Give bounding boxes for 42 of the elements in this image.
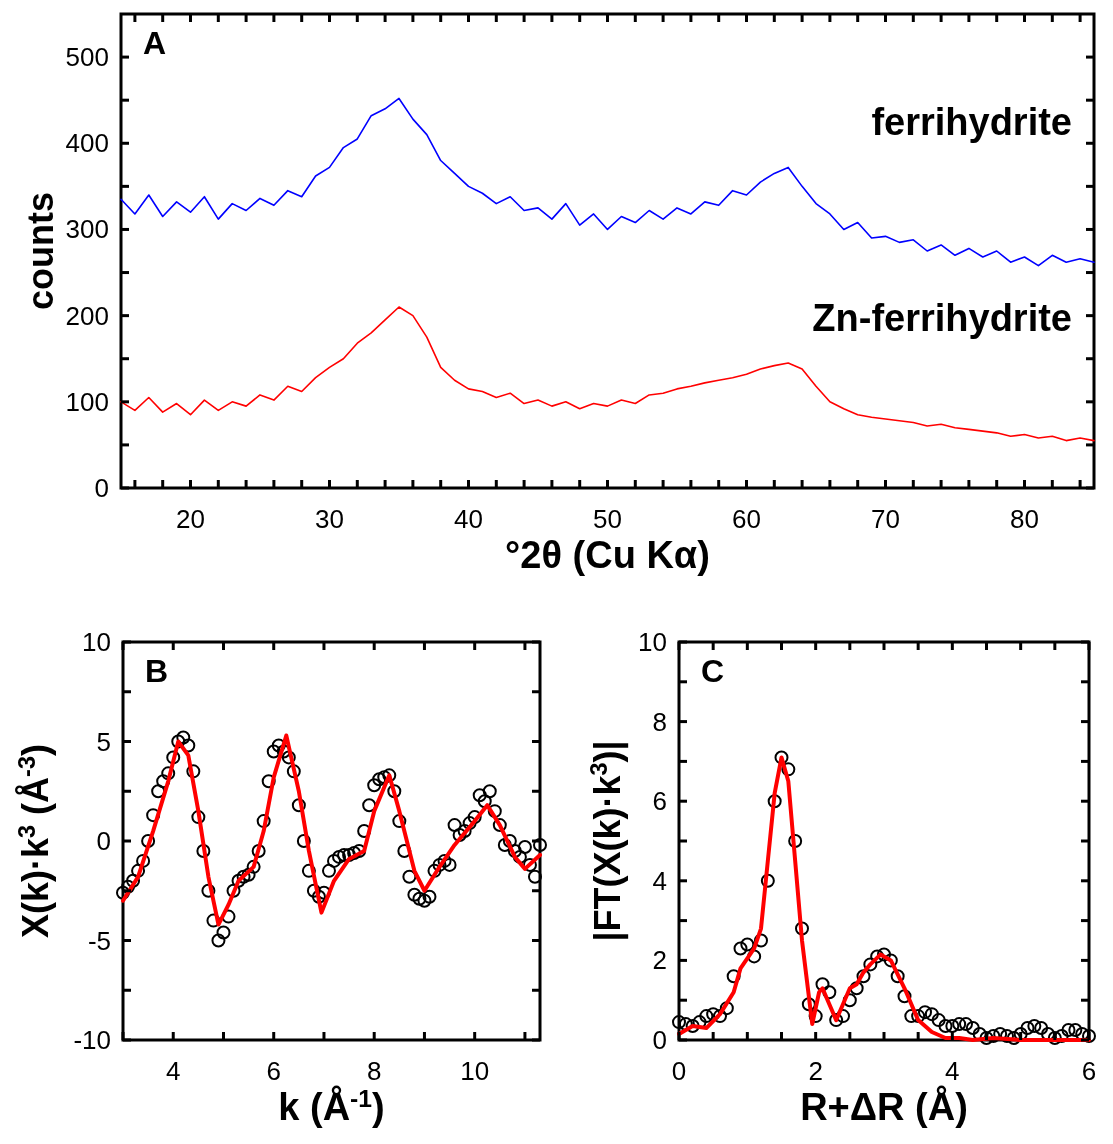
x-tick-label: 6 xyxy=(266,1056,281,1086)
y-tick-label: 5 xyxy=(96,726,111,757)
y-tick-label: 4 xyxy=(652,865,667,896)
y-tick-label: 0 xyxy=(652,1025,667,1055)
x-tick-label: 4 xyxy=(945,1056,960,1086)
x-tick-label: 2 xyxy=(808,1056,823,1086)
y-tick-label: -5 xyxy=(87,925,111,956)
y-tick-label: 400 xyxy=(65,128,109,159)
y-tick-label: 10 xyxy=(82,627,111,657)
chart-title: C xyxy=(701,653,725,689)
chart-title: A xyxy=(143,25,167,61)
x-tick-label: 20 xyxy=(176,504,205,534)
y-tick-label: -10 xyxy=(73,1025,111,1055)
y-tick-label: 0 xyxy=(94,473,109,503)
y-tick-label: 6 xyxy=(652,786,667,817)
y-tick-label: 300 xyxy=(65,214,109,245)
x-axis-title: R+ΔR (Å) xyxy=(800,1085,968,1128)
y-tick-label: 2 xyxy=(652,945,667,976)
y-tick-label: 0 xyxy=(96,826,111,856)
x-tick-label: 40 xyxy=(454,504,483,534)
x-tick-label: 50 xyxy=(593,504,622,534)
y-tick-label: 200 xyxy=(65,300,109,331)
x-tick-label: 10 xyxy=(460,1056,490,1086)
x-tick-label: 30 xyxy=(315,504,344,534)
y-tick-label: 500 xyxy=(65,42,109,73)
text: ferrihydrite xyxy=(871,101,1072,144)
x-tick-label: 4 xyxy=(166,1056,181,1086)
line-series xyxy=(120,97,1095,267)
x-tick-label: 6 xyxy=(1081,1056,1097,1086)
y-tick-label: 10 xyxy=(638,627,667,657)
x-tick-label: 0 xyxy=(671,1056,687,1086)
x-tick-label: 80 xyxy=(1010,504,1039,534)
x-tick-label: 70 xyxy=(871,504,900,534)
y-tick-label: 8 xyxy=(652,706,667,737)
x-tick-label: 8 xyxy=(366,1056,382,1086)
x-axis-title: °2θ (Cu Kα) xyxy=(505,534,710,576)
x-axis-title: k (Å$^{-1}$) xyxy=(278,1084,385,1128)
y-axis-title: counts xyxy=(20,191,61,311)
x-tick-label: 60 xyxy=(732,504,761,534)
y-tick-label: 100 xyxy=(65,386,109,417)
series-label: Zn-ferrihydrite xyxy=(812,297,1072,340)
chart-title: B xyxy=(145,653,169,689)
